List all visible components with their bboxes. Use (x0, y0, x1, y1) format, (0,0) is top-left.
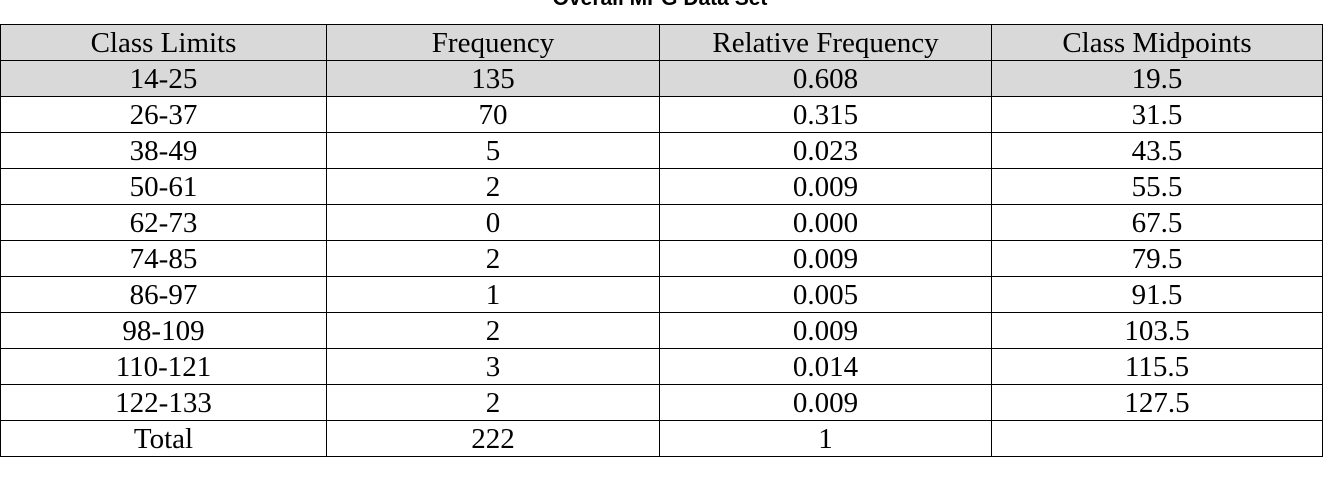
header-class-midpoints: Class Midpoints (991, 24, 1323, 61)
table-row: 62-73 0 0.000 67.5 (0, 204, 1323, 241)
relative-frequency-cell: 0.009 (659, 168, 992, 205)
class-limits-cell: 62-73 (0, 204, 327, 241)
relative-frequency-cell: 0.009 (659, 384, 992, 421)
frequency-cell: 2 (326, 384, 660, 421)
header-frequency: Frequency (326, 24, 660, 61)
table-row: 38-49 5 0.023 43.5 (0, 132, 1323, 169)
table-row: 86-97 1 0.005 91.5 (0, 276, 1323, 313)
table-caption: Overall MPG Data Set (0, 0, 1320, 12)
relative-frequency-cell: 1 (659, 420, 992, 457)
table-row: 122-133 2 0.009 127.5 (0, 384, 1323, 421)
class-midpoint-cell: 19.5 (991, 60, 1323, 97)
table-body: 14-25 135 0.608 19.5 26-37 70 0.315 31.5 38-49 5 0… (0, 60, 1323, 457)
class-midpoint-cell: 55.5 (991, 168, 1323, 205)
table-row: 74-85 2 0.009 79.5 (0, 240, 1323, 277)
class-limits-cell: 50-61 (0, 168, 327, 205)
class-limits-cell: 98-109 (0, 312, 327, 349)
frequency-cell: 1 (326, 276, 660, 313)
header-row: Class Limits Frequency Relative Frequenc… (0, 24, 1323, 61)
class-midpoint-cell (991, 420, 1323, 457)
class-midpoint-cell: 127.5 (991, 384, 1323, 421)
header-class-limits: Class Limits (0, 24, 327, 61)
relative-frequency-cell: 0.000 (659, 204, 992, 241)
frequency-cell: 2 (326, 168, 660, 205)
class-midpoint-cell: 67.5 (991, 204, 1323, 241)
table-row: 98-109 2 0.009 103.5 (0, 312, 1323, 349)
relative-frequency-cell: 0.009 (659, 240, 992, 277)
frequency-cell: 135 (326, 60, 660, 97)
frequency-table: Class Limits Frequency Relative Frequenc… (0, 24, 1323, 457)
relative-frequency-cell: 0.005 (659, 276, 992, 313)
relative-frequency-cell: 0.315 (659, 96, 992, 133)
table-row: Total 222 1 (0, 420, 1323, 457)
class-limits-cell: 38-49 (0, 132, 327, 169)
class-midpoint-cell: 91.5 (991, 276, 1323, 313)
frequency-cell: 0 (326, 204, 660, 241)
class-limits-cell: 122-133 (0, 384, 327, 421)
relative-frequency-cell: 0.009 (659, 312, 992, 349)
class-midpoint-cell: 79.5 (991, 240, 1323, 277)
class-midpoint-cell: 43.5 (991, 132, 1323, 169)
class-limits-cell: 110-121 (0, 348, 327, 385)
class-limits-cell: 26-37 (0, 96, 327, 133)
frequency-cell: 2 (326, 240, 660, 277)
relative-frequency-cell: 0.023 (659, 132, 992, 169)
table-row: 26-37 70 0.315 31.5 (0, 96, 1323, 133)
table-row: 14-25 135 0.608 19.5 (0, 60, 1323, 97)
class-limits-cell: Total (0, 420, 327, 457)
relative-frequency-cell: 0.608 (659, 60, 992, 97)
frequency-cell: 222 (326, 420, 660, 457)
frequency-cell: 5 (326, 132, 660, 169)
header-relative-frequency: Relative Frequency (659, 24, 992, 61)
table-row: 50-61 2 0.009 55.5 (0, 168, 1323, 205)
class-limits-cell: 74-85 (0, 240, 327, 277)
class-midpoint-cell: 31.5 (991, 96, 1323, 133)
frequency-cell: 2 (326, 312, 660, 349)
relative-frequency-cell: 0.014 (659, 348, 992, 385)
class-midpoint-cell: 103.5 (991, 312, 1323, 349)
frequency-cell: 3 (326, 348, 660, 385)
class-midpoint-cell: 115.5 (991, 348, 1323, 385)
class-limits-cell: 14-25 (0, 60, 327, 97)
frequency-cell: 70 (326, 96, 660, 133)
class-limits-cell: 86-97 (0, 276, 327, 313)
table-row: 110-121 3 0.014 115.5 (0, 348, 1323, 385)
